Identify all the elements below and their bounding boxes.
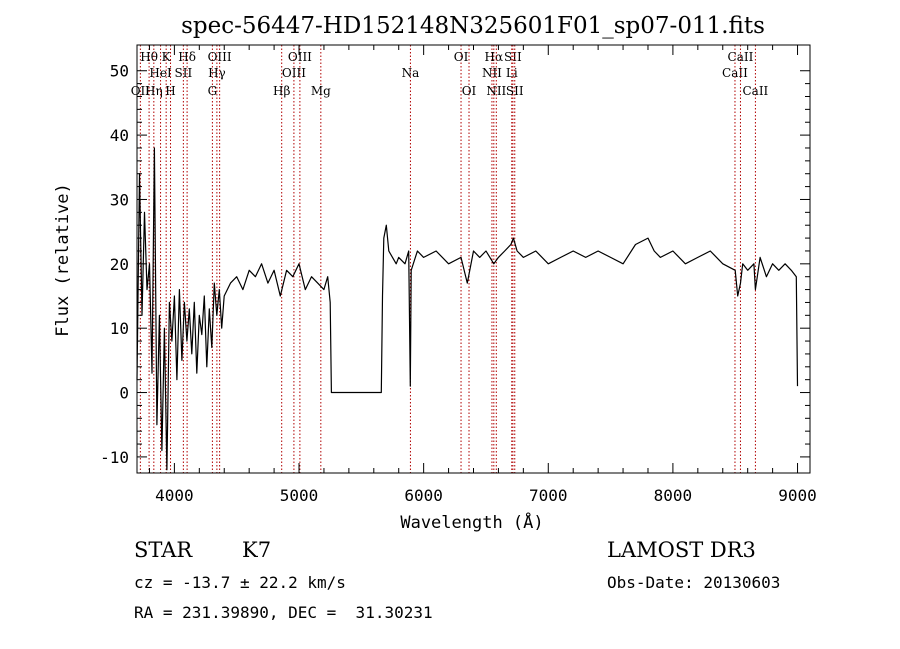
marker-label-12: OIII — [282, 66, 306, 80]
y-tick-label-5: 40 — [110, 126, 129, 145]
x-tick-label-0: 4000 — [155, 486, 194, 505]
ra-dec-coordinates: RA = 231.39890, DEC = 31.30231 — [134, 603, 433, 622]
marker-label-4: K — [162, 50, 172, 64]
marker-label-6: Hδ — [178, 50, 196, 64]
marker-label-13: OIII — [288, 50, 312, 64]
x-tick-label-3: 7000 — [529, 486, 568, 505]
marker-label-19: Hα — [485, 50, 504, 64]
marker-label-23: SII — [506, 84, 524, 98]
marker-label-22: SII — [504, 50, 522, 64]
plot-frame — [136, 44, 811, 474]
y-tick-label-6: 50 — [110, 62, 129, 81]
marker-label-14: Mg — [311, 84, 331, 98]
marker-label-8: G — [208, 84, 218, 98]
y-tick-label-0: -10 — [100, 448, 129, 467]
marker-label-18: NII — [482, 66, 502, 80]
y-axis-label: Flux (relative) — [53, 183, 73, 337]
line-markers: OII Hθ Hη HeI K H Hδ SII G Hγ OIII Hβ OIII OIII Mg Na OI… — [131, 45, 769, 473]
marker-label-10: OIII — [208, 50, 232, 64]
x-tick-label-5: 9000 — [778, 486, 817, 505]
marker-label-9: Hγ — [208, 66, 226, 80]
x-tick-label-1: 5000 — [280, 486, 319, 505]
spectrum-line — [136, 147, 799, 471]
y-tick-label-3: 20 — [110, 255, 129, 274]
marker-label-3: HeI — [149, 66, 172, 80]
x-axis-label: Wavelength (Å) — [400, 511, 543, 533]
marker-label-2: Hη — [145, 84, 163, 98]
spectrum-plot: spec-56447-HD152148N325601F01_sp07-011.f… — [53, 13, 817, 533]
marker-label-0: OII — [131, 84, 151, 98]
marker-label-26: CaII — [742, 84, 768, 98]
marker-label-16: OI — [454, 50, 469, 64]
marker-label-1: Hθ — [140, 50, 158, 64]
redshift-cz: cz = -13.7 ± 22.2 km/s — [134, 573, 346, 592]
y-tick-label-1: 0 — [119, 384, 129, 403]
marker-label-20: NII — [486, 84, 506, 98]
marker-label-21: Li — [506, 66, 518, 80]
y-tick-label-4: 30 — [110, 190, 129, 209]
marker-label-15: Na — [402, 66, 420, 80]
x-axis: 4000 5000 6000 7000 8000 9000 — [148, 45, 817, 505]
spectral-subclass: K7 — [242, 538, 272, 562]
marker-label-17: OI — [462, 84, 477, 98]
marker-label-25: CaII — [728, 50, 754, 64]
chart-title: spec-56447-HD152148N325601F01_sp07-011.f… — [181, 13, 765, 39]
x-tick-label-2: 6000 — [404, 486, 443, 505]
y-axis: -10 0 10 20 30 40 50 — [100, 62, 810, 467]
survey-name: LAMOST DR3 — [607, 538, 756, 562]
x-tick-label-4: 8000 — [654, 486, 693, 505]
y-tick-label-2: 10 — [110, 319, 129, 338]
object-class: STAR — [134, 538, 193, 562]
marker-label-24: CaII — [722, 66, 748, 80]
obs-date: Obs-Date: 20130603 — [607, 573, 781, 592]
marker-label-7: SII — [175, 66, 193, 80]
marker-label-5: H — [165, 84, 175, 98]
marker-label-11: Hβ — [273, 84, 290, 98]
